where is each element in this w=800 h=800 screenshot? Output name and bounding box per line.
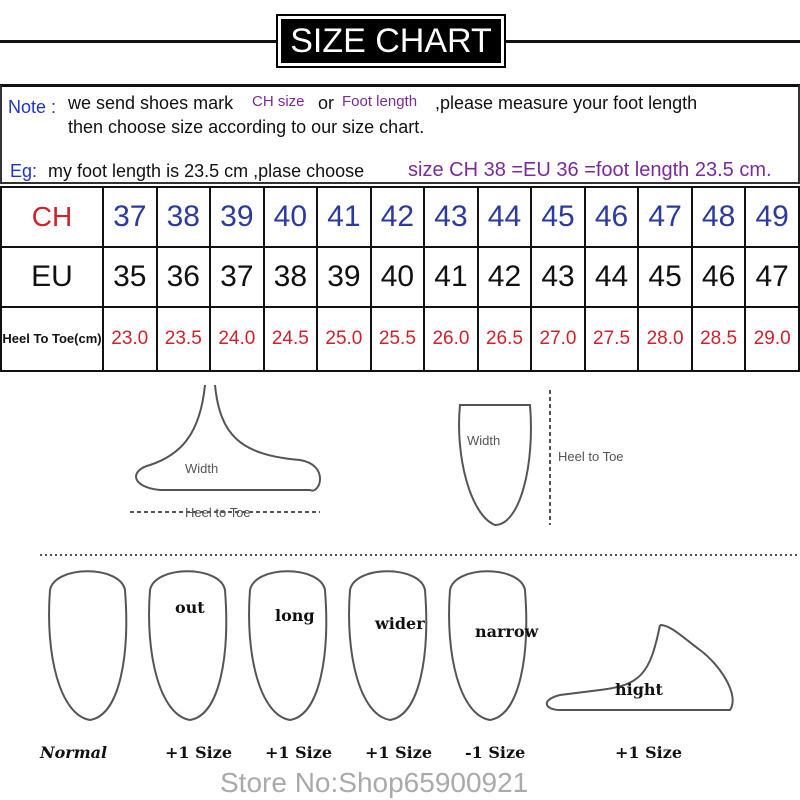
size-adjust-label: +1 Size — [615, 743, 682, 762]
table-cell: 27.5 — [583, 306, 640, 372]
table-cell: 40 — [369, 246, 426, 308]
table-cell: 41 — [423, 246, 479, 308]
table-row: Heel To Toe(cm) 23.0 23.5 24.0 24.5 25.0 25.5 2… — [0, 306, 800, 372]
foot-diagram: Width Heel to Toe Width Heel to Toe Norm… — [39, 384, 800, 762]
foot-label: wider — [374, 614, 425, 633]
sole-foot-icon — [458, 404, 532, 527]
table-row: EU 35 36 37 38 39 40 41 42 43 44 45 46 47 — [0, 246, 800, 308]
table-cell: 23.0 — [102, 306, 158, 372]
table-cell: 41 — [316, 186, 372, 248]
table-cell: 44 — [476, 186, 533, 248]
note-text-2: ,please measure your foot length — [435, 93, 698, 113]
table-cell: 49 — [744, 186, 800, 248]
row-label: EU — [0, 246, 104, 308]
note-label: Note : — [8, 97, 57, 117]
watermark: Store No:Shop65900921 — [220, 767, 529, 798]
side-foot-icon — [135, 384, 321, 492]
size-adjust-label: +1 Size — [365, 743, 432, 762]
table-cell: 26.0 — [423, 306, 479, 372]
foot-icon — [248, 570, 328, 722]
table-cell: 29.0 — [744, 306, 800, 372]
foot-length-text: Foot length — [342, 93, 418, 110]
table-cell: 46 — [690, 246, 747, 308]
table-cell: 36 — [155, 246, 212, 308]
table-cell: 47 — [637, 186, 693, 248]
width-label-2: Width — [467, 433, 500, 448]
note-text: we send shoes mark — [68, 93, 234, 113]
table-cell: 39 — [316, 246, 372, 308]
table-cell: 46 — [583, 186, 640, 248]
foot-icon — [348, 570, 428, 722]
heel-to-toe-label: Heel to Toe — [185, 505, 251, 520]
size-adjust-label: +1 Size — [165, 743, 232, 762]
table-cell: 42 — [476, 246, 533, 308]
foot-icon — [48, 570, 128, 722]
page-title: SIZE CHART — [276, 14, 506, 68]
table-cell: 45 — [637, 246, 693, 308]
table-cell: 26.5 — [476, 306, 533, 372]
table-cell: 38 — [262, 246, 319, 308]
table-cell: 47 — [744, 246, 800, 308]
size-adjust-label: Normal — [39, 743, 107, 762]
table-cell: 24.5 — [262, 306, 319, 372]
table-cell: 43 — [423, 186, 479, 248]
note-line-2: then choose size according to our size c… — [68, 117, 425, 137]
table-cell: 25.0 — [316, 306, 372, 372]
size-adjust-label: -1 Size — [465, 743, 525, 762]
table-cell: 44 — [583, 246, 640, 308]
eg-highlight: size CH 38 =EU 36 =foot length 23.5 cm. — [408, 159, 772, 181]
table-cell: 37 — [102, 186, 158, 248]
table-cell: 37 — [209, 246, 265, 308]
table-cell: 38 — [155, 186, 212, 248]
side-foot-icon — [545, 624, 734, 711]
table-cell: 42 — [369, 186, 426, 248]
table-cell: 35 — [102, 246, 158, 308]
table-cell: 39 — [209, 186, 265, 248]
row-label: Heel To Toe(cm) — [0, 306, 104, 372]
note-box: Note : we send shoes mark CH size or Foo… — [0, 84, 800, 184]
table-cell: 28.0 — [637, 306, 693, 372]
foot-label: out — [175, 598, 205, 617]
table-cell: 24.0 — [209, 306, 265, 372]
table-cell: 48 — [690, 186, 747, 248]
ch-size-text: CH size — [252, 93, 305, 110]
width-label: Width — [185, 461, 218, 476]
table-cell: 27.0 — [530, 306, 586, 372]
table-cell: 43 — [530, 246, 586, 308]
eg-text: my foot length is 23.5 cm ,plase choose — [48, 161, 365, 181]
table-cell: 40 — [262, 186, 319, 248]
size-table: CH 37 38 39 40 41 42 43 44 45 46 47 48 49 EU 35 36 37 38 3… — [0, 186, 800, 372]
table-cell: 23.5 — [155, 306, 212, 372]
table-cell: 25.5 — [369, 306, 426, 372]
heel-to-toe-label-2: Heel to Toe — [558, 449, 624, 464]
or-text: or — [318, 93, 335, 113]
foot-label: long — [275, 606, 315, 625]
size-adjust-label: +1 Size — [265, 743, 332, 762]
foot-icon — [148, 570, 228, 722]
eg-label: Eg: — [10, 161, 38, 181]
table-cell: 45 — [530, 186, 586, 248]
foot-label: hight — [615, 680, 664, 699]
foot-label: narrow — [475, 622, 540, 641]
table-row: CH 37 38 39 40 41 42 43 44 45 46 47 48 49 — [0, 186, 800, 248]
table-cell: 28.5 — [690, 306, 747, 372]
foot-icon — [448, 570, 528, 722]
row-label: CH — [0, 186, 104, 248]
